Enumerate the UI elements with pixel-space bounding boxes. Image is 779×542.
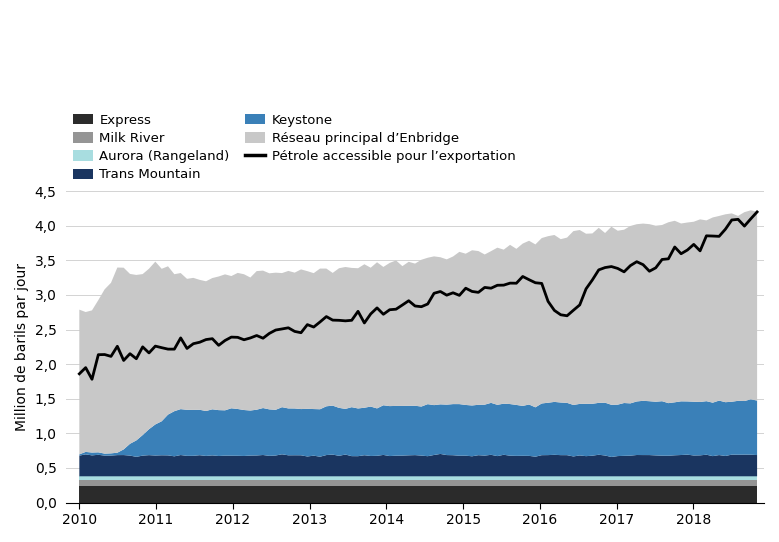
Legend: Express, Milk River, Aurora (Rangeland), Trans Mountain, Keystone, Réseau princi: Express, Milk River, Aurora (Rangeland),… (73, 114, 516, 182)
Y-axis label: Million de barils par jour: Million de barils par jour (15, 263, 29, 431)
